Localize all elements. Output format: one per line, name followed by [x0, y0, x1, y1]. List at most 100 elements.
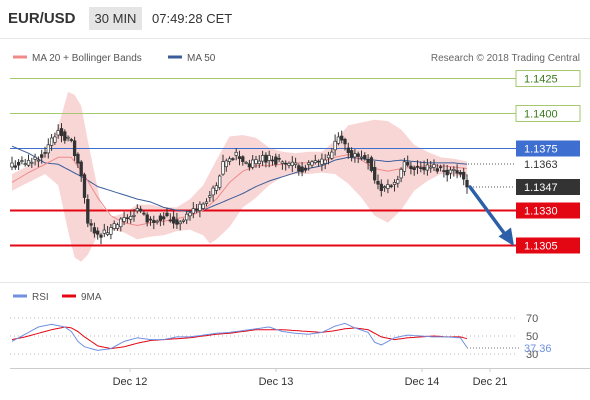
ma20-legend-swatch: [13, 55, 27, 59]
candle: [415, 160, 420, 175]
candle: [13, 160, 17, 170]
candle: [274, 153, 278, 168]
candle: [455, 164, 459, 179]
candle: [353, 149, 357, 163]
candle: [336, 132, 341, 146]
candle: [40, 149, 44, 164]
candle: [152, 215, 156, 230]
x-tick-label: Dec 14: [405, 376, 440, 388]
candle: [33, 153, 37, 166]
candle: [171, 210, 176, 229]
candle: [201, 202, 205, 211]
candle: [89, 219, 93, 232]
symbol-title: EUR/USD: [8, 10, 76, 27]
rsi-legend-label: RSI: [32, 292, 49, 303]
candle: [72, 136, 77, 161]
candle: [92, 222, 97, 238]
candle: [264, 152, 268, 168]
candle: [452, 166, 456, 177]
candle: [16, 159, 21, 170]
candle: [10, 156, 14, 171]
level-label-box-1: [515, 105, 581, 122]
candle: [251, 155, 255, 170]
candle: [284, 160, 288, 171]
candle: [349, 147, 354, 162]
candle: [20, 156, 24, 165]
candle: [145, 212, 149, 227]
ma9-legend-label: 9MA: [81, 292, 102, 303]
level-label-1: 1.1400: [524, 109, 558, 121]
candle: [132, 209, 136, 222]
current-price-label: 1.1347: [524, 182, 558, 194]
candle: [448, 166, 453, 179]
candle: [376, 174, 380, 190]
candle: [438, 164, 443, 172]
candle: [227, 156, 232, 166]
candle: [181, 218, 186, 224]
candle: [310, 160, 314, 168]
candle: [175, 212, 179, 229]
candle: [119, 217, 123, 232]
rsi-tick-70: 70: [526, 313, 538, 325]
candle: [208, 190, 212, 202]
candle: [194, 204, 199, 214]
candle: [399, 167, 403, 183]
candle: [148, 216, 153, 226]
candle: [359, 150, 364, 161]
bollinger-band-area: [12, 91, 467, 262]
candle: [402, 157, 407, 176]
current-price-badge: [516, 179, 580, 195]
candle: [340, 130, 344, 144]
candle: [389, 184, 393, 189]
header: EUR/USD 30 MIN 07:49:28 CET: [8, 7, 232, 30]
candle: [316, 159, 321, 167]
x-axis: Dec 12 Dec 13 Dec 14 Dec 21: [113, 368, 508, 388]
rsi-tick-50: 50: [526, 331, 538, 343]
candle: [287, 161, 291, 169]
rsi-legend-swatch: [13, 294, 27, 298]
research-credit: Research © 2018 Trading Central: [431, 53, 580, 64]
candle: [191, 202, 195, 219]
candle: [53, 132, 57, 145]
rsi-grid: 30 50 70: [10, 313, 538, 361]
rsi-legend: RSI 9MA: [13, 292, 102, 303]
main-legend: MA 20 + Bollinger Bands MA 50 Research ©…: [13, 53, 580, 64]
rsi-lines: [11, 322, 468, 351]
candle: [138, 205, 143, 213]
candle: [46, 138, 50, 159]
candle: [323, 154, 327, 170]
candle: [76, 152, 80, 168]
bollinger-bands: [12, 91, 467, 262]
candle: [49, 134, 54, 151]
candle: [465, 174, 469, 194]
candle: [188, 209, 192, 221]
candle: [422, 160, 426, 175]
timeframe-label: 30 MIN: [95, 11, 137, 26]
candle: [231, 157, 235, 161]
candle: [442, 164, 446, 178]
ma20-line: [11, 154, 468, 226]
timestamp: 07:49:28 CET: [152, 11, 232, 26]
candle: [277, 154, 281, 163]
candle: [373, 161, 377, 184]
moving-averages: [11, 145, 468, 226]
candle: [211, 185, 215, 202]
candle: [320, 153, 324, 171]
candle: [204, 198, 209, 207]
candle: [59, 123, 64, 143]
candle: [241, 155, 245, 166]
candle: [409, 161, 413, 175]
candle: [356, 151, 360, 164]
candle: [419, 161, 423, 173]
candle: [162, 212, 166, 226]
candle: [346, 142, 350, 159]
ma20-legend-label: MA 20 + Bollinger Bands: [32, 53, 142, 64]
candlesticks: [10, 123, 469, 245]
candle: [82, 172, 87, 204]
timeframe-badge[interactable]: [89, 7, 142, 30]
ma50-legend-label: MA 50: [187, 53, 216, 64]
x-tick-label: Dec 21: [473, 376, 508, 388]
candle: [36, 156, 41, 168]
candle: [30, 157, 34, 168]
